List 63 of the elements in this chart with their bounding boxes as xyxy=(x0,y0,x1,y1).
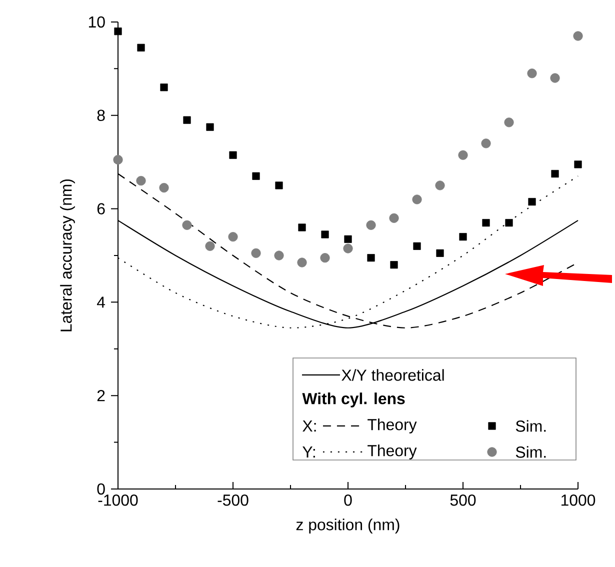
point xyxy=(366,220,376,230)
point xyxy=(482,218,490,227)
x-tick-label: -1000 xyxy=(98,494,138,506)
annotation: X: xyxy=(302,420,316,432)
point xyxy=(205,241,215,251)
point xyxy=(390,261,398,269)
point xyxy=(298,224,306,232)
point xyxy=(183,116,191,124)
legend-label: X/Y theoretical xyxy=(342,369,444,381)
point xyxy=(137,44,145,52)
legend-title: With cyl. lens xyxy=(302,392,405,408)
point xyxy=(528,198,536,206)
x-tick-label: 1000 xyxy=(561,494,596,506)
legend-label: Theory xyxy=(368,444,417,460)
point xyxy=(481,138,491,148)
point xyxy=(229,151,237,159)
legend-label: Sim. xyxy=(516,420,546,432)
y-tick-label: 10 xyxy=(88,16,105,28)
point xyxy=(550,73,560,83)
point xyxy=(343,244,353,254)
point xyxy=(320,253,330,263)
point xyxy=(160,84,168,92)
y-tick-label: 0 xyxy=(97,483,105,495)
point xyxy=(321,230,329,238)
point xyxy=(114,28,122,36)
point xyxy=(344,235,352,243)
point xyxy=(436,249,444,257)
point xyxy=(182,220,192,230)
point xyxy=(412,194,422,204)
point xyxy=(113,154,123,165)
point xyxy=(551,170,559,178)
y-tick-label: 4 xyxy=(96,296,106,308)
x-tick-label: 0 xyxy=(344,494,352,506)
point xyxy=(435,180,445,190)
legend-label: Theory xyxy=(368,418,417,434)
point xyxy=(275,182,283,190)
x-tick-label: -500 xyxy=(218,494,248,506)
point xyxy=(527,68,537,78)
point xyxy=(274,250,284,260)
point xyxy=(505,218,513,227)
y-tick-label: 2 xyxy=(97,390,105,402)
x-tick-label: 500 xyxy=(450,494,476,506)
point xyxy=(367,254,375,262)
point xyxy=(459,233,467,241)
point xyxy=(413,242,421,250)
point xyxy=(251,248,261,258)
point xyxy=(389,213,399,223)
point xyxy=(228,232,238,242)
point xyxy=(159,182,169,193)
y-tick-label: 6 xyxy=(97,203,105,214)
point xyxy=(252,172,260,180)
legend-label: Sim. xyxy=(516,446,546,458)
point xyxy=(573,31,583,41)
point xyxy=(574,160,582,168)
point xyxy=(297,258,307,268)
y-tick-label: 8 xyxy=(97,110,105,122)
y-axis-title: Lateral accuracy (nm) xyxy=(60,179,75,332)
point xyxy=(206,123,214,131)
point xyxy=(136,176,146,186)
annotation: Y: xyxy=(302,446,315,458)
x-axis-title: z position (nm) xyxy=(296,518,400,534)
point xyxy=(504,118,514,128)
point xyxy=(458,150,468,160)
